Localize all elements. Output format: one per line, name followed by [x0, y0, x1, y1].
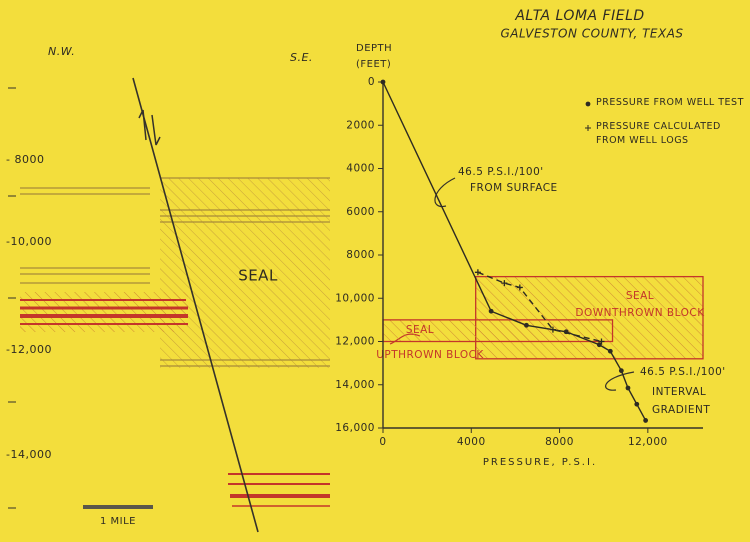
series-line — [382, 81, 647, 421]
depth-label: - 8000 — [6, 153, 44, 166]
depth-label: -14,000 — [6, 448, 52, 461]
y-axis-label: (FEET) — [356, 59, 391, 70]
fault — [132, 77, 259, 533]
annotation: INTERVAL — [652, 386, 706, 398]
annotation: FROM SURFACE — [470, 182, 558, 194]
legend-label: PRESSURE CALCULATED FROM WELL LOGS — [596, 121, 721, 146]
y-tick-label: 12,000 — [335, 336, 375, 348]
annotation-arrow — [605, 371, 635, 391]
band-label: SEAL — [406, 324, 434, 336]
seal-zone-upthrown — [20, 292, 188, 332]
y-tick-label: 10,000 — [335, 292, 375, 304]
red-strata — [20, 299, 330, 507]
legend-entry: PRESSURE CALCULATED FROM WELL LOGS — [596, 121, 721, 146]
x-tick-label: 4000 — [457, 436, 486, 448]
edge-ticks — [8, 87, 16, 509]
title: ALTA LOMA FIELD — [514, 8, 644, 24]
legend-marker — [585, 125, 591, 131]
x-tick-label: 8000 — [545, 436, 574, 448]
point — [607, 348, 613, 354]
seal-label: SEAL — [238, 267, 278, 285]
point — [634, 401, 640, 407]
y-tick-label: 16,000 — [335, 422, 375, 434]
nw-label: N.W. — [48, 45, 75, 58]
legend-entry: PRESSURE FROM WELL TEST — [596, 97, 744, 108]
cross-section: N.W. S.E. - 8000 -10,000 -12,000 -14,000 — [6, 45, 330, 533]
y-tick-label: 6000 — [346, 206, 375, 218]
point — [643, 418, 649, 423]
fault-arrows — [138, 109, 161, 146]
point — [501, 280, 508, 287]
annotation: 46.5 P.S.I./100' — [458, 166, 544, 178]
x-tick-label: 0 — [379, 436, 386, 448]
x-tick-label: 12,000 — [628, 436, 668, 448]
band-label: SEAL — [626, 290, 654, 302]
point — [625, 385, 631, 391]
y-axis-label: DEPTH — [356, 43, 392, 54]
band-label: UPTHROWN BLOCK — [376, 349, 484, 361]
annotation: 46.5 P.S.I./100' — [640, 366, 726, 378]
annotation: GRADIENT — [652, 404, 710, 416]
point — [618, 368, 624, 374]
depth-label: -10,000 — [6, 235, 52, 248]
point — [596, 342, 602, 348]
x-axis-label: PRESSURE, P.S.I. — [483, 457, 597, 468]
subtitle: GALVESTON COUNTY, TEXAS — [500, 27, 683, 41]
point — [474, 269, 481, 276]
scale-bar — [83, 505, 153, 509]
point — [549, 326, 556, 333]
y-tick-label: 2000 — [346, 119, 375, 131]
y-tick-label: 0 — [368, 76, 375, 88]
legend-marker — [585, 101, 591, 107]
point — [598, 338, 605, 345]
y-tick-label: 14,000 — [335, 379, 375, 391]
legend-label: PRESSURE FROM WELL TEST — [596, 97, 744, 108]
y-tick-label: 4000 — [346, 163, 375, 175]
point — [488, 308, 494, 314]
se-label: S.E. — [290, 51, 313, 64]
band-label: DOWNTHROWN BLOCK — [575, 307, 705, 319]
y-tick-label: 8000 — [346, 249, 375, 261]
depth-label: -12,000 — [6, 343, 52, 356]
scale-label: 1 MILE — [100, 516, 136, 527]
point — [524, 322, 529, 328]
point — [380, 79, 386, 85]
seal-band — [475, 275, 704, 360]
strata — [20, 177, 330, 367]
point — [516, 284, 523, 291]
